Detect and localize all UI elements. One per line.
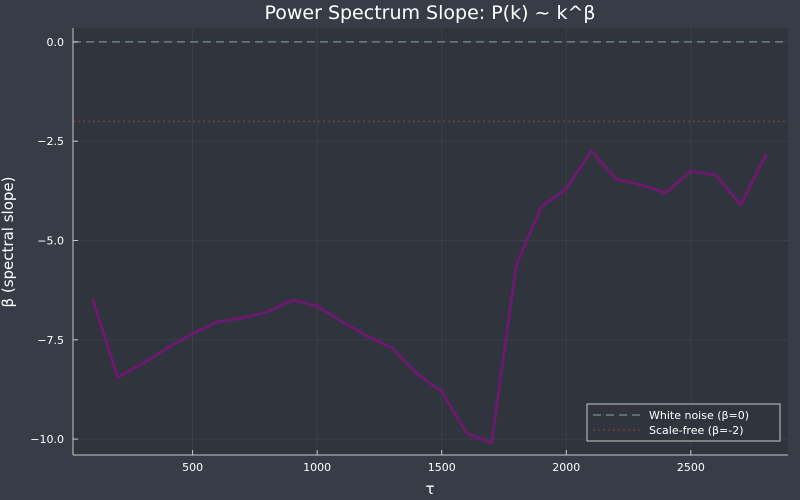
- data-point: [614, 177, 618, 181]
- series-group: [91, 149, 768, 445]
- x-axis-label: τ: [425, 480, 434, 498]
- x-tick-label: 500: [182, 461, 203, 474]
- x-tick-label: 2000: [552, 461, 580, 474]
- data-point: [689, 169, 693, 173]
- data-point: [215, 320, 219, 324]
- data-point: [539, 205, 543, 209]
- data-point: [440, 389, 444, 393]
- y-axis-label: β (spectral slope): [0, 177, 17, 308]
- data-point: [589, 149, 593, 153]
- y-tick-label: −10.0: [30, 433, 64, 446]
- legend: White noise (β=0) Scale-free (β=-2): [586, 403, 781, 442]
- data-point: [490, 441, 494, 445]
- y-tick-label: −7.5: [37, 334, 64, 347]
- data-point: [91, 298, 95, 302]
- x-tick-label: 2500: [677, 461, 705, 474]
- series-line-beta: [91, 149, 768, 445]
- data-point: [390, 346, 394, 350]
- data-point: [714, 173, 718, 177]
- data-point: [465, 431, 469, 435]
- y-tick-label: −2.5: [37, 135, 64, 148]
- data-point: [415, 372, 419, 376]
- data-point: [764, 153, 768, 157]
- data-point: [315, 304, 319, 308]
- legend-box: [586, 403, 781, 442]
- data-point: [116, 376, 120, 380]
- data-point: [514, 262, 518, 266]
- x-ticks: 500 1000 1500 2000 2500: [182, 450, 705, 474]
- data-point: [191, 332, 195, 336]
- x-tick-label: 1500: [428, 461, 456, 474]
- data-point: [739, 203, 743, 207]
- legend-label-scale-free: Scale-free (β=-2): [649, 424, 744, 437]
- data-point: [240, 316, 244, 320]
- data-point: [564, 187, 568, 191]
- data-point: [340, 320, 344, 324]
- data-point: [265, 310, 269, 314]
- data-point: [166, 346, 170, 350]
- data-point: [290, 298, 294, 302]
- data-point: [639, 183, 643, 187]
- y-tick-label: 0.0: [47, 36, 65, 49]
- x-tick-label: 1000: [303, 461, 331, 474]
- data-point: [141, 362, 145, 366]
- chart-title: Power Spectrum Slope: P(k) ~ k^β: [264, 2, 595, 24]
- y-tick-label: −5.0: [37, 235, 64, 248]
- plot-area: [73, 28, 788, 455]
- reference-lines: [73, 41, 788, 123]
- legend-label-white-noise: White noise (β=0): [649, 409, 749, 422]
- data-point: [664, 191, 668, 195]
- y-ticks: 0.0 −2.5 −5.0 −7.5 −10.0: [30, 36, 78, 446]
- data-point: [365, 334, 369, 338]
